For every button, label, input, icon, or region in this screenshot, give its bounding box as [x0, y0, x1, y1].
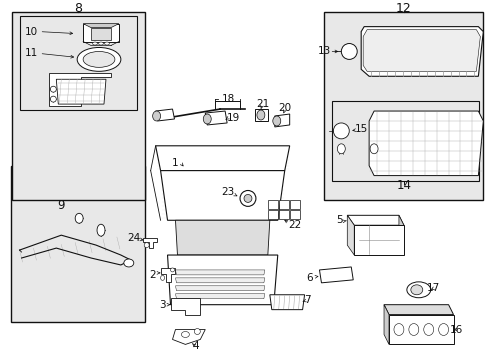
Ellipse shape: [438, 324, 447, 336]
Polygon shape: [254, 109, 267, 121]
Bar: [267, 201, 277, 210]
Ellipse shape: [98, 42, 103, 45]
Text: 1: 1: [172, 158, 179, 168]
Ellipse shape: [337, 144, 345, 154]
Bar: [289, 210, 299, 219]
Bar: [278, 210, 288, 219]
Ellipse shape: [406, 282, 430, 298]
Text: 23: 23: [221, 188, 234, 198]
Text: 12: 12: [395, 2, 411, 15]
Polygon shape: [155, 109, 174, 121]
Bar: [278, 201, 288, 210]
Ellipse shape: [244, 194, 251, 202]
Polygon shape: [167, 255, 277, 305]
Polygon shape: [346, 215, 353, 255]
Bar: [11, 166, 144, 322]
Bar: [12, 12, 144, 201]
Ellipse shape: [341, 44, 356, 59]
Bar: [289, 201, 299, 210]
Ellipse shape: [272, 116, 280, 126]
Polygon shape: [353, 225, 403, 255]
Text: 21: 21: [256, 99, 269, 109]
Ellipse shape: [181, 332, 189, 337]
Ellipse shape: [369, 144, 377, 154]
Polygon shape: [49, 73, 111, 106]
Ellipse shape: [144, 243, 149, 248]
Text: 22: 22: [287, 220, 301, 230]
Polygon shape: [274, 114, 289, 127]
Ellipse shape: [50, 86, 56, 92]
Ellipse shape: [408, 324, 418, 336]
Ellipse shape: [77, 48, 121, 71]
Text: 17: 17: [426, 283, 439, 293]
Polygon shape: [398, 215, 403, 255]
Text: 7: 7: [304, 295, 310, 305]
Text: 3: 3: [159, 300, 165, 310]
Text: 2: 2: [149, 270, 156, 280]
Text: 6: 6: [305, 273, 312, 283]
Text: 15: 15: [354, 124, 367, 134]
Polygon shape: [319, 267, 352, 283]
Polygon shape: [155, 146, 289, 171]
Polygon shape: [83, 24, 119, 28]
Ellipse shape: [423, 324, 433, 336]
Text: 19: 19: [226, 113, 239, 123]
Polygon shape: [83, 24, 119, 41]
Polygon shape: [175, 294, 264, 299]
Text: 20: 20: [278, 103, 291, 113]
Ellipse shape: [240, 190, 255, 206]
Polygon shape: [56, 79, 106, 104]
Bar: [267, 210, 277, 219]
Bar: [332, 101, 478, 181]
Text: 14: 14: [396, 179, 410, 192]
Ellipse shape: [333, 123, 348, 139]
Text: 13: 13: [317, 46, 330, 57]
Text: 18: 18: [221, 94, 234, 104]
Polygon shape: [346, 215, 403, 225]
Text: 24: 24: [127, 233, 140, 243]
Bar: [324, 12, 482, 201]
Ellipse shape: [393, 324, 403, 336]
Ellipse shape: [123, 259, 134, 267]
Ellipse shape: [160, 275, 164, 280]
Polygon shape: [363, 30, 479, 71]
Ellipse shape: [50, 96, 56, 102]
Bar: [20, 16, 137, 110]
Ellipse shape: [152, 111, 160, 121]
Ellipse shape: [83, 51, 115, 67]
Polygon shape: [269, 295, 304, 310]
Text: 8: 8: [74, 2, 82, 15]
Ellipse shape: [170, 268, 174, 272]
Ellipse shape: [203, 114, 211, 124]
Polygon shape: [383, 305, 452, 315]
Polygon shape: [388, 315, 452, 345]
Polygon shape: [172, 329, 205, 345]
Text: 16: 16: [449, 324, 462, 334]
Ellipse shape: [92, 42, 97, 45]
Polygon shape: [175, 220, 269, 255]
Polygon shape: [368, 111, 482, 176]
Polygon shape: [160, 268, 175, 282]
Polygon shape: [361, 27, 482, 76]
Ellipse shape: [256, 110, 264, 120]
Polygon shape: [383, 305, 388, 345]
Polygon shape: [91, 28, 111, 40]
Polygon shape: [142, 238, 156, 248]
Ellipse shape: [410, 285, 422, 295]
Polygon shape: [175, 278, 264, 283]
Text: 9: 9: [58, 199, 65, 212]
Ellipse shape: [194, 329, 200, 334]
Text: 4: 4: [192, 341, 198, 351]
Text: 5: 5: [335, 215, 342, 225]
Polygon shape: [205, 111, 226, 125]
Text: 11: 11: [25, 49, 38, 58]
Polygon shape: [160, 171, 284, 220]
Text: 10: 10: [25, 27, 38, 37]
Polygon shape: [175, 286, 264, 291]
Polygon shape: [170, 298, 200, 315]
Ellipse shape: [97, 224, 105, 236]
Polygon shape: [175, 270, 264, 275]
Ellipse shape: [75, 213, 83, 223]
Ellipse shape: [104, 42, 109, 45]
